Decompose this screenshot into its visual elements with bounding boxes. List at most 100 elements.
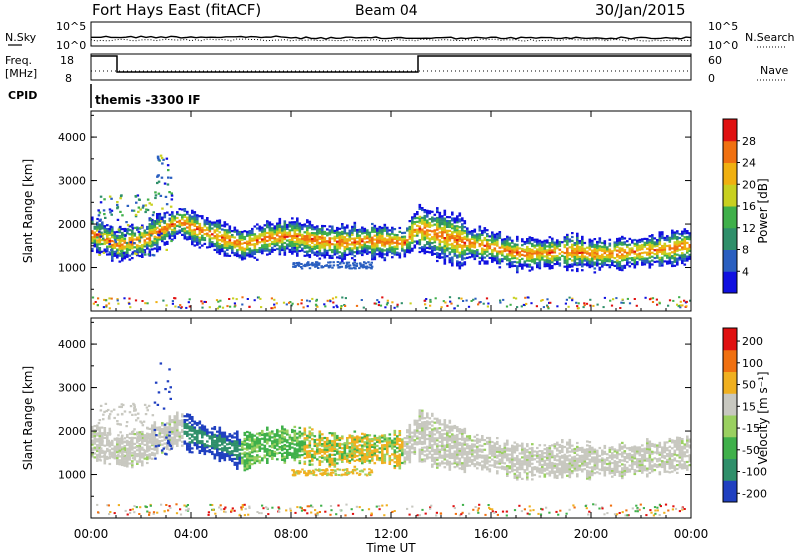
echo-cell: [236, 245, 239, 248]
echo-cell: [423, 252, 427, 255]
echo-cell: [328, 465, 332, 468]
echo-cell: [598, 266, 602, 269]
echo-cell: [378, 229, 382, 232]
echo-cell: [541, 254, 544, 257]
echo-cell: [571, 297, 574, 300]
echo-cell: [443, 262, 447, 265]
echo-cell: [173, 438, 177, 441]
echo-cell: [183, 209, 187, 213]
echo-cell: [96, 229, 99, 232]
echo-cell: [436, 222, 439, 225]
echo-cell: [321, 443, 324, 446]
echo-cell: [163, 424, 167, 428]
echo-cell: [246, 454, 249, 457]
echo-cell: [226, 246, 229, 249]
echo-cell: [116, 445, 119, 448]
echo-cell: [356, 447, 359, 450]
echo-cell: [336, 452, 339, 455]
echo-cell: [331, 251, 334, 254]
echo-cell: [218, 432, 222, 435]
echo-cell: [333, 253, 337, 256]
echo-cell: [593, 253, 597, 256]
echo-cell: [681, 261, 684, 265]
echo-cell: [146, 241, 149, 244]
echo-cell: [643, 241, 647, 244]
echo-cell: [458, 245, 462, 248]
echo-cell: [421, 248, 424, 251]
echo-cell: [496, 236, 499, 239]
echo-cell: [409, 302, 412, 305]
echo-cell: [221, 246, 224, 249]
echo-cell: [213, 231, 217, 234]
echo-cell: [243, 447, 247, 450]
echo-cell: [298, 448, 302, 451]
echo-cell: [568, 238, 572, 241]
echo-cell: [583, 249, 587, 252]
echo-cell: [343, 442, 347, 445]
echo-cell: [191, 237, 194, 240]
echo-cell: [288, 301, 291, 304]
echo-cell: [213, 447, 217, 450]
echo-cell: [208, 234, 212, 237]
echo-cell: [441, 252, 444, 255]
echo-cell: [436, 218, 439, 221]
echo-cell: [503, 240, 507, 243]
echo-cell: [523, 242, 527, 245]
echo-cell: [401, 241, 404, 244]
echo-cell: [148, 232, 152, 236]
echo-cell: [158, 234, 161, 237]
echo-cell: [313, 439, 317, 442]
echo-cell: [456, 219, 459, 222]
echo-cell: [653, 245, 657, 248]
echo-cell: [253, 243, 257, 246]
echo-cell: [571, 259, 574, 262]
echo-cell: [268, 250, 272, 253]
echo-cell: [338, 438, 342, 442]
echo-cell: [153, 448, 157, 451]
echo-cell: [423, 250, 427, 253]
echo-cell: [206, 440, 209, 443]
echo-cell: [346, 226, 349, 229]
echo-cell: [278, 430, 282, 433]
echo-cell: [578, 247, 582, 251]
echo-cell: [451, 256, 454, 259]
echo-cell: [526, 265, 529, 268]
echo-cell: [318, 436, 322, 439]
echo-cell: [451, 231, 454, 234]
echo-cell: [296, 432, 299, 435]
echo-cell: [678, 240, 682, 243]
echo-cell: [601, 259, 604, 262]
echo-cell: [338, 241, 342, 244]
echo-cell: [473, 244, 477, 247]
echo-cell: [546, 245, 549, 248]
echo-cell: [516, 271, 519, 274]
echo-cell: [298, 460, 302, 463]
echo-cell: [93, 456, 97, 459]
echo-cell: [113, 455, 117, 458]
echo-cell: [376, 235, 379, 238]
echo-cell: [383, 229, 387, 232]
echo-cell: [188, 441, 192, 444]
echo-cell: [138, 251, 142, 254]
echo-cell: [423, 220, 427, 223]
echo-cell: [303, 427, 307, 430]
echo-cell: [431, 236, 434, 239]
echo-cell: [566, 251, 569, 254]
echo-cell: [391, 236, 394, 239]
echo-cell: [143, 235, 147, 238]
echo-cell: [606, 248, 609, 251]
echo-cell: [193, 211, 197, 214]
echo-cell: [226, 435, 229, 438]
echo-cell: [183, 235, 187, 238]
echo-cell: [381, 254, 384, 257]
echo-cell: [136, 250, 139, 253]
echo-cell: [138, 458, 142, 461]
echo-cell: [463, 251, 467, 254]
echo-cell: [456, 225, 459, 228]
echo-cell: [138, 431, 142, 434]
echo-cell: [423, 209, 427, 212]
echo-cell: [181, 229, 184, 233]
echo-cell: [451, 242, 454, 245]
echo-cell: [596, 254, 599, 257]
echo-cell: [393, 247, 397, 250]
